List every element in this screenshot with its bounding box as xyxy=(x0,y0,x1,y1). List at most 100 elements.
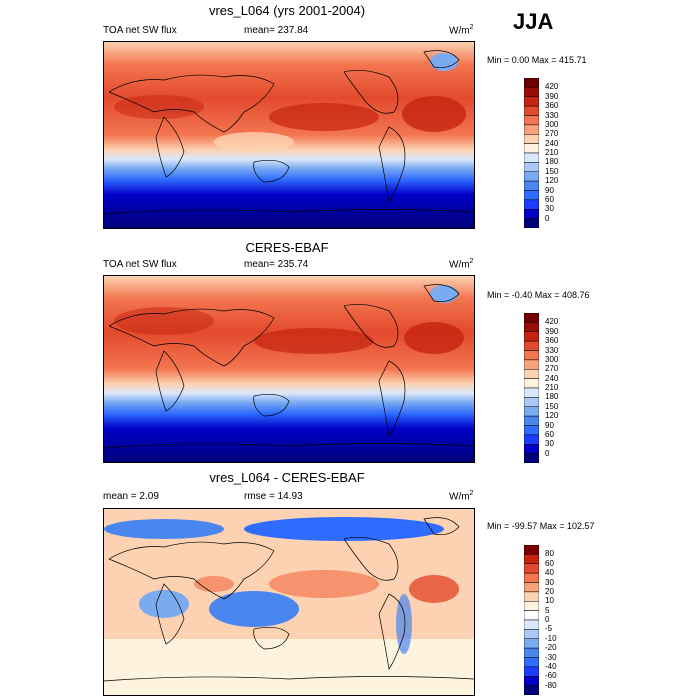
colorbar-tick-label: 270 xyxy=(545,364,559,374)
colorbar-tick-label: 330 xyxy=(545,345,559,355)
colorbar-tick-label: -40 xyxy=(545,661,557,671)
panel-3-blob xyxy=(139,590,189,618)
panel-2-blob xyxy=(254,328,374,354)
colorbar-box xyxy=(524,591,539,602)
colorbar-tick-label: 120 xyxy=(545,411,559,421)
colorbar-box xyxy=(524,657,539,668)
colorbar-box xyxy=(524,171,539,182)
colorbar-tick-label: 80 xyxy=(545,549,554,559)
panel-3-blob xyxy=(209,591,299,627)
panel-1-blob xyxy=(430,53,458,71)
colorbar-box xyxy=(524,331,539,342)
colorbar-tick-label: 30 xyxy=(545,439,554,449)
colorbar-tick-label: -10 xyxy=(545,633,557,643)
colorbar-box xyxy=(524,180,539,191)
colorbar-tick-label: 180 xyxy=(545,157,559,167)
panel-1-title: vres_L064 (yrs 2001-2004) xyxy=(208,3,366,18)
colorbar-box xyxy=(524,96,539,107)
colorbar-box xyxy=(524,582,539,593)
colorbar-box xyxy=(524,425,539,436)
panel-1-blob xyxy=(114,95,204,119)
colorbar-tick-label: 360 xyxy=(545,336,559,346)
panel-3-blob xyxy=(244,517,444,541)
colorbar-box xyxy=(524,610,539,621)
panel-1-variable-label: TOA net SW flux xyxy=(103,25,177,36)
panel-2-blob xyxy=(404,322,464,354)
colorbar-box xyxy=(524,115,539,126)
colorbar-box xyxy=(524,545,539,555)
panel-1-mean-label: mean= 237.84 xyxy=(244,25,309,36)
colorbar-box xyxy=(524,143,539,154)
colorbar-box xyxy=(524,134,539,144)
colorbar-box xyxy=(524,453,539,463)
panel-1-colorbar xyxy=(524,78,539,228)
colorbar-box xyxy=(524,124,539,135)
panel-3-map xyxy=(103,508,475,696)
panel-2-coastlines xyxy=(104,284,474,449)
colorbar-box xyxy=(524,601,539,611)
colorbar-tick-label: -60 xyxy=(545,671,557,681)
panel-1-blob xyxy=(402,96,466,132)
colorbar-box xyxy=(524,350,539,361)
colorbar-box xyxy=(524,563,539,574)
panel-1-blob xyxy=(269,103,379,131)
colorbar-box xyxy=(524,378,539,389)
colorbar-tick-label: 90 xyxy=(545,420,554,430)
colorbar-box xyxy=(524,444,539,454)
colorbar-tick-label: 360 xyxy=(545,101,559,111)
colorbar-box xyxy=(524,199,539,210)
colorbar-box xyxy=(524,554,539,564)
colorbar-box xyxy=(524,387,539,398)
colorbar-tick-label: 30 xyxy=(545,577,554,587)
colorbar-tick-label: 330 xyxy=(545,110,559,120)
panel-2-minmax: Min = -0.40 Max = 408.76 xyxy=(487,290,590,300)
colorbar-box xyxy=(524,415,539,426)
colorbar-box xyxy=(524,209,539,219)
colorbar-tick-label: 210 xyxy=(545,383,559,392)
colorbar-box xyxy=(524,397,539,407)
panel-3-blob xyxy=(269,570,379,598)
colorbar-tick-label: 40 xyxy=(545,568,554,578)
colorbar-tick-label: 240 xyxy=(545,138,559,148)
panel-3-mean-label: mean = 2.09 xyxy=(103,491,159,502)
colorbar-box xyxy=(524,629,539,639)
colorbar-box xyxy=(524,666,539,677)
colorbar-box xyxy=(524,676,539,686)
colorbar-box xyxy=(524,87,539,97)
colorbar-box xyxy=(524,647,539,658)
colorbar-box xyxy=(524,359,539,370)
colorbar-tick-label: 0 xyxy=(545,213,550,223)
panel-2-colorbar xyxy=(524,313,539,463)
colorbar-box xyxy=(524,313,539,323)
panel-1-units-label: W/m2 xyxy=(449,24,474,37)
colorbar-tick-label: 420 xyxy=(545,82,559,92)
panel-2-blob xyxy=(114,307,214,335)
panel-3-units-label: W/m2 xyxy=(449,490,474,503)
colorbar-tick-label: 390 xyxy=(545,326,559,336)
colorbar-box xyxy=(524,322,539,332)
panel-1-minmax: Min = 0.00 Max = 415.71 xyxy=(487,55,587,65)
panel-2-title: CERES-EBAF xyxy=(245,240,329,255)
panel-1-blob xyxy=(214,132,294,152)
colorbar-tick-label: -20 xyxy=(545,643,557,653)
panel-3-coastlines xyxy=(104,517,474,682)
panel-2-field xyxy=(104,276,474,462)
colorbar-tick-label: 60 xyxy=(545,558,554,568)
panel-2-variable-label: TOA net SW flux xyxy=(103,259,177,270)
colorbar-box xyxy=(524,406,539,417)
colorbar-box xyxy=(524,218,539,228)
colorbar-box xyxy=(524,78,539,88)
panel-3-blob xyxy=(409,575,459,603)
colorbar-tick-label: 240 xyxy=(545,373,559,383)
panel-1-field xyxy=(104,42,474,228)
panel-1-map xyxy=(103,41,475,229)
colorbar-tick-label: 390 xyxy=(545,91,559,101)
colorbar-tick-label: 180 xyxy=(545,392,559,402)
colorbar-tick-label: 120 xyxy=(545,176,559,186)
colorbar-tick-label: 90 xyxy=(545,185,554,195)
panel-3-minmax: Min = -99.57 Max = 102.57 xyxy=(487,521,595,531)
panel-2-map xyxy=(103,275,475,463)
panel-3-blob xyxy=(396,594,412,654)
colorbar-tick-label: 20 xyxy=(545,586,554,596)
panel-3-field-band xyxy=(104,639,474,695)
